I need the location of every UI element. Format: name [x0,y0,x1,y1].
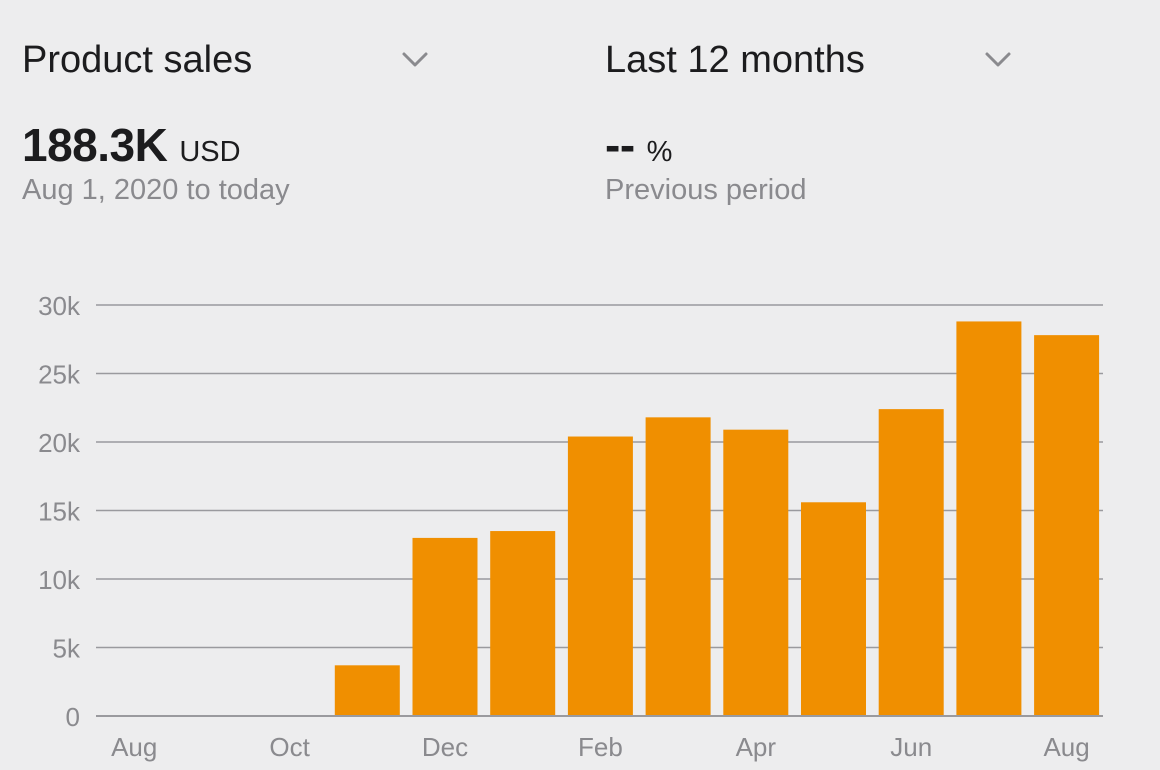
bar [723,429,789,716]
x-tick-label: Feb [578,732,623,762]
bar [567,436,633,716]
metric-dropdown-label: Product sales [22,38,253,81]
bar [490,531,556,716]
y-tick-label: 0 [66,702,80,732]
x-tick-label: Jun [890,732,932,762]
change-stat: -- % Previous period [605,118,807,207]
x-tick-label: Dec [422,732,468,762]
change-value: -- [605,119,635,171]
y-tick-label: 15k [38,497,81,527]
total-sales-stat: 188.3K USD Aug 1, 2020 to today [22,118,290,207]
bar [878,409,944,716]
metric-dropdown[interactable]: Product sales [22,36,442,84]
x-tick-label: Aug [1043,732,1089,762]
y-tick-label: 10k [38,565,81,595]
change-label: Previous period [605,174,807,206]
bar [334,665,400,716]
chevron-down-icon [402,52,428,67]
bar [1034,335,1100,716]
x-tick-label: Oct [269,732,310,762]
total-sales-range: Aug 1, 2020 to today [22,174,290,206]
total-sales-value: 188.3K [22,119,168,171]
y-tick-label: 25k [38,360,81,390]
sales-bar-chart: 0 5k 10k 15k 20k 25k 30k Aug Oct Dec Feb Apr Jun Aug [38,291,1103,762]
total-sales-unit: USD [179,136,241,168]
period-dropdown-label: Last 12 months [605,38,865,81]
y-tick-label: 30k [38,291,81,321]
bar [412,537,478,716]
bar [801,502,866,716]
y-tick-label: 5k [53,634,81,664]
bar [956,321,1022,716]
change-unit: % [646,136,673,168]
period-dropdown[interactable]: Last 12 months [605,36,1025,84]
bar [645,417,711,716]
y-tick-label: 20k [38,428,81,458]
chevron-down-icon [985,52,1011,67]
x-tick-label: Apr [736,732,777,762]
x-tick-label: Aug [111,732,157,762]
